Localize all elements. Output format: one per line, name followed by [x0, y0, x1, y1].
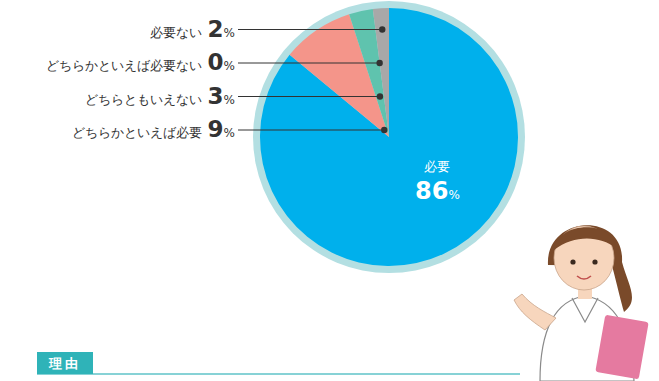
pie-slice — [260, 8, 518, 266]
chart: どちらかといえば必要9%どちらともいえない3%どちらかといえば必要ない0%必要な… — [0, 0, 659, 381]
leader-dot — [376, 60, 382, 66]
value-number: 86 — [415, 177, 448, 205]
value-number: 9 — [208, 116, 224, 142]
value-number: 3 — [208, 83, 224, 109]
nurse-hand — [514, 294, 556, 330]
nurse-illustration — [514, 225, 649, 381]
value-number: 2 — [208, 16, 224, 42]
category-text: 必要ない — [150, 25, 202, 40]
category-text: 必要 — [424, 159, 450, 174]
slices — [260, 8, 518, 266]
leader-dot — [377, 93, 383, 99]
value-unit: % — [224, 126, 235, 140]
nurse-hair — [548, 225, 632, 312]
value-unit: % — [224, 93, 235, 107]
leader-line — [238, 130, 384, 131]
category-text: どちらかといえば必要ない — [46, 58, 202, 73]
value-unit: % — [224, 26, 235, 40]
annotation-rule — [37, 373, 520, 375]
annotation-box — [37, 352, 93, 374]
nurse-mouth — [577, 276, 591, 279]
value-unit: % — [448, 188, 459, 202]
slice-label: どちらかといえば必要ない 0% — [46, 49, 235, 75]
pie-slice — [373, 8, 389, 137]
value-unit: % — [224, 59, 235, 73]
leader-dot — [379, 26, 385, 32]
pie-ring — [253, 1, 525, 273]
slice-label: 必要ない 2% — [150, 16, 235, 42]
annotation-tab: 理由 — [37, 352, 520, 374]
slice-label: どちらかといえば必要 9% — [72, 116, 235, 142]
nurse-fringe — [554, 227, 616, 250]
category-text: どちらかといえば必要 — [72, 125, 202, 140]
nurse-eye — [592, 259, 597, 264]
leader-line — [238, 96, 380, 97]
leader-line — [238, 29, 382, 30]
nurse-collar — [572, 298, 598, 322]
value-number: 0 — [208, 49, 224, 75]
annotation-text: 理由 — [48, 356, 81, 371]
leader-line — [238, 63, 380, 64]
leader-dot — [381, 127, 387, 133]
nurse-clipboard — [595, 315, 648, 380]
slice-value: 86% — [415, 177, 460, 205]
category-text: どちらともいえない — [85, 92, 202, 107]
nurse-eye — [570, 259, 575, 264]
labels: どちらかといえば必要9%どちらともいえない3%どちらかといえば必要ない0%必要な… — [46, 16, 460, 206]
slice-label: どちらともいえない 3% — [85, 83, 235, 109]
